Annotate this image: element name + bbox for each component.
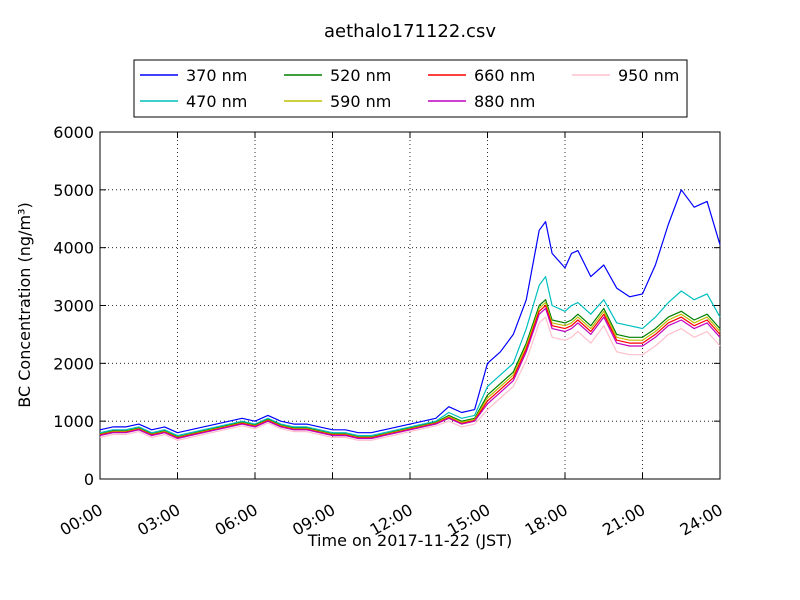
y-tick-label: 6000 [53, 123, 94, 142]
series-layer [99, 189, 721, 441]
legend-label: 880 nm [474, 92, 535, 111]
legend-label: 470 nm [186, 92, 247, 111]
y-tick-label: 2000 [53, 354, 94, 373]
legend-label: 590 nm [330, 92, 391, 111]
y-axis-label: BC Concentration (ng/m³) [15, 202, 34, 407]
y-tick-label: 3000 [53, 297, 94, 316]
series-line-370-nm [99, 189, 721, 434]
legend-label: 520 nm [330, 66, 391, 85]
x-axis-label: Time on 2017-11-22 (JST) [307, 531, 512, 550]
legend-label: 660 nm [474, 66, 535, 85]
y-tick-label: 0 [84, 470, 94, 489]
legend: 370 nm 470 nm 520 nm 590 nm 660 nm 880 nm 950 … [133, 59, 688, 118]
chart-title: aethalo171122.csv [324, 21, 496, 42]
y-tick-label: 4000 [53, 239, 94, 258]
legend-label: 950 nm [618, 66, 679, 85]
y-tick-label: 1000 [53, 412, 94, 431]
y-tick-label: 5000 [53, 181, 94, 200]
series-line-880-nm [99, 307, 721, 440]
legend-box [133, 59, 688, 118]
series-line-470-nm [99, 276, 721, 437]
legend-label: 370 nm [186, 66, 247, 85]
series-line-950-nm [99, 316, 721, 441]
